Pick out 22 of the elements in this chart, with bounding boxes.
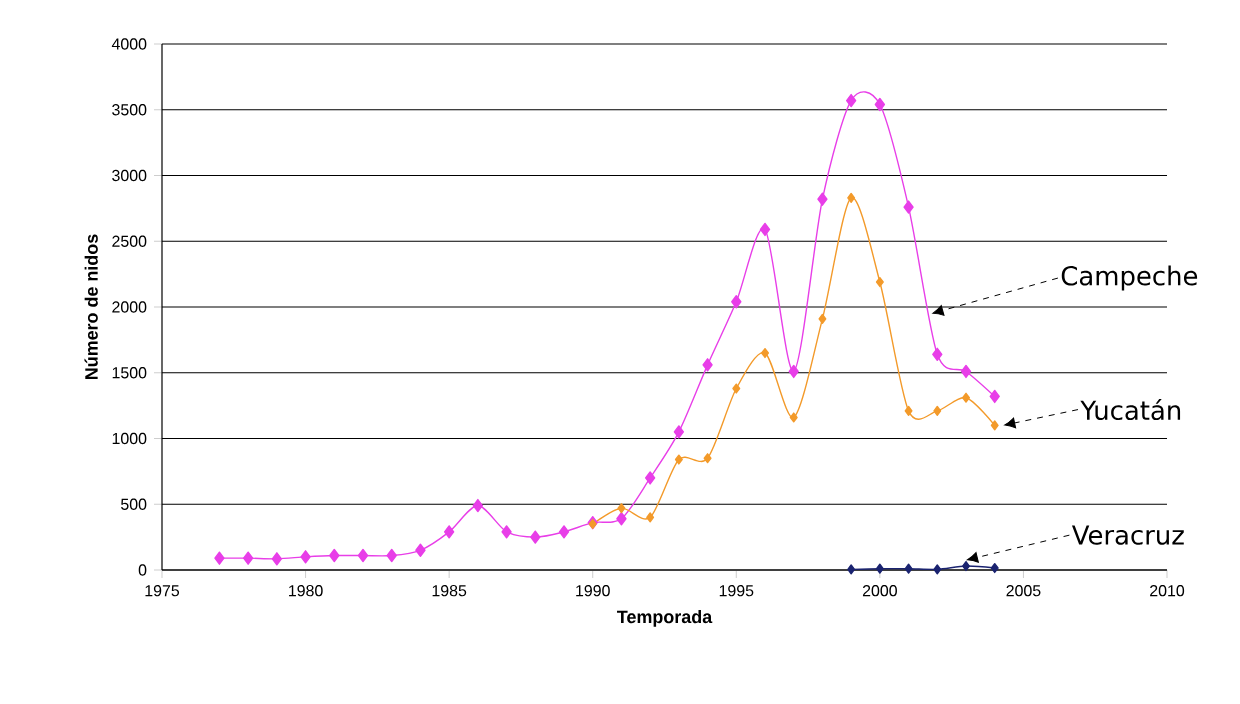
text: Campeche <box>1061 265 1198 291</box>
x-tick-label: 1980 <box>289 585 323 597</box>
y-tick-label: 2500 <box>112 235 147 247</box>
x-tick-label: 1985 <box>432 585 467 597</box>
x-tick-label: 1975 <box>145 585 180 597</box>
y-tick-label: 4000 <box>111 38 147 50</box>
text: Veracruz <box>1071 525 1184 545</box>
x-axis-title: Temporada <box>617 610 713 627</box>
y-tick-label: 2000 <box>112 301 147 313</box>
x-tick-label: 1990 <box>576 585 610 597</box>
y-tick-label: 3000 <box>112 169 147 182</box>
x-tick-label: 2010 <box>1150 585 1185 597</box>
x-tick-label: 2005 <box>1006 585 1041 597</box>
y-tick-label: 500 <box>121 498 147 510</box>
x-tick-label: 1995 <box>719 585 754 597</box>
text: Yucatán <box>1080 399 1181 421</box>
x-tick-label: 2000 <box>862 585 897 597</box>
y-tick-label: 3500 <box>112 104 147 116</box>
y-tick-label: 0 <box>138 564 147 576</box>
y-axis-title: Número de nidos <box>84 234 98 380</box>
y-tick-label: 1000 <box>112 432 147 445</box>
y-tick-label: 1500 <box>112 367 147 379</box>
